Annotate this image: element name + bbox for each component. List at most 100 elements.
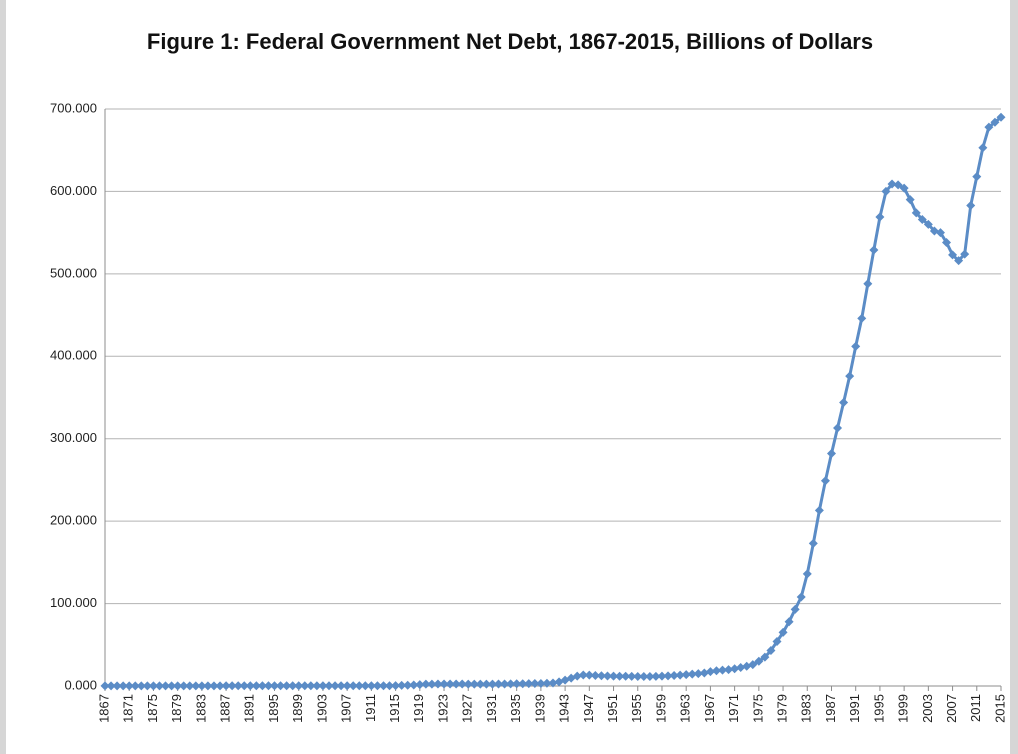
data-marker (469, 679, 479, 689)
data-marker (475, 679, 485, 689)
data-marker (306, 681, 316, 691)
data-marker (257, 681, 267, 691)
data-marker (197, 681, 207, 691)
data-marker (796, 592, 806, 602)
x-tick-label: 1923 (435, 694, 450, 723)
data-line (105, 116, 1002, 688)
data-marker (633, 671, 643, 681)
data-marker (294, 681, 304, 691)
data-marker (639, 672, 649, 682)
data-marker (427, 679, 437, 689)
data-marker (905, 195, 915, 205)
data-marker (754, 656, 764, 666)
x-tick-label: 1883 (193, 694, 208, 723)
data-marker (893, 180, 903, 190)
data-marker (602, 671, 612, 681)
data-marker (263, 681, 273, 691)
data-marker (548, 678, 558, 688)
data-marker (911, 208, 921, 218)
data-marker (233, 681, 243, 691)
data-marker (221, 681, 231, 691)
data-marker (681, 670, 691, 680)
x-tick-label: 1919 (411, 694, 426, 723)
data-marker (239, 681, 249, 691)
y-tick-label: 200.000 (50, 513, 97, 528)
data-marker (572, 671, 582, 681)
data-marker (203, 681, 213, 691)
chart-title: Figure 1: Federal Government Net Debt, 1… (146, 29, 874, 54)
x-tick-label: 1903 (314, 694, 329, 723)
y-tick-label: 500.000 (50, 265, 97, 280)
x-tick-label: 1891 (242, 694, 257, 723)
data-marker (209, 681, 219, 691)
x-tick-label: 2007 (944, 694, 959, 723)
data-marker (251, 681, 261, 691)
y-tick-label: 700.000 (50, 100, 97, 115)
data-marker (385, 681, 395, 691)
data-marker (348, 681, 358, 691)
data-marker (978, 143, 988, 153)
data-marker (790, 604, 800, 614)
x-tick-label: 1915 (387, 694, 402, 723)
x-tick-label: 1995 (871, 694, 886, 723)
data-marker (899, 183, 909, 193)
data-marker (863, 279, 873, 289)
data-marker (136, 681, 146, 691)
x-tick-label: 1959 (653, 694, 668, 723)
x-tick-label: 1887 (218, 694, 233, 723)
data-marker (596, 671, 606, 681)
data-marker (675, 670, 685, 680)
x-tick-label: 1955 (629, 694, 644, 723)
data-marker (518, 679, 528, 689)
data-marker (881, 186, 891, 196)
data-marker (288, 681, 298, 691)
data-marker (693, 669, 703, 679)
data-marker (814, 505, 824, 515)
y-tick-label: 0.000 (64, 677, 97, 692)
data-marker (748, 660, 758, 670)
x-tick-label: 1931 (484, 694, 499, 723)
data-marker (833, 423, 843, 433)
data-marker (766, 646, 776, 656)
data-marker (167, 681, 177, 691)
data-marker (318, 681, 328, 691)
data-marker (270, 681, 280, 691)
y-tick-label: 600.000 (50, 183, 97, 198)
data-marker (276, 681, 286, 691)
data-marker (869, 245, 879, 255)
x-tick-label: 1935 (508, 694, 523, 723)
data-marker (954, 256, 964, 266)
x-tick-label: 1879 (169, 694, 184, 723)
y-tick-label: 100.000 (50, 595, 97, 610)
data-marker (245, 681, 255, 691)
x-tick-label: 1971 (726, 694, 741, 723)
data-marker (512, 679, 522, 689)
data-marker (397, 680, 407, 690)
data-marker (445, 679, 455, 689)
data-marker (669, 671, 679, 681)
data-marker (808, 538, 818, 548)
data-marker (179, 681, 189, 691)
x-tick-label: 2003 (920, 694, 935, 723)
data-marker (839, 397, 849, 407)
data-marker (736, 662, 746, 672)
data-marker (802, 569, 812, 579)
data-marker (354, 681, 364, 691)
data-marker (584, 670, 594, 680)
data-marker (542, 678, 552, 688)
data-marker (760, 652, 770, 662)
data-marker (112, 681, 122, 691)
data-marker (403, 680, 413, 690)
data-marker (657, 671, 667, 681)
data-marker (942, 238, 952, 248)
data-marker (935, 228, 945, 238)
x-tick-label: 1947 (581, 694, 596, 723)
x-tick-label: 1979 (774, 694, 789, 723)
x-tick-label: 1911 (363, 694, 378, 722)
data-marker (500, 679, 510, 689)
data-marker (409, 680, 419, 690)
x-tick-label: 1899 (290, 694, 305, 723)
x-tick-label: 1991 (847, 694, 862, 723)
data-marker (996, 112, 1006, 122)
data-marker (887, 179, 897, 189)
